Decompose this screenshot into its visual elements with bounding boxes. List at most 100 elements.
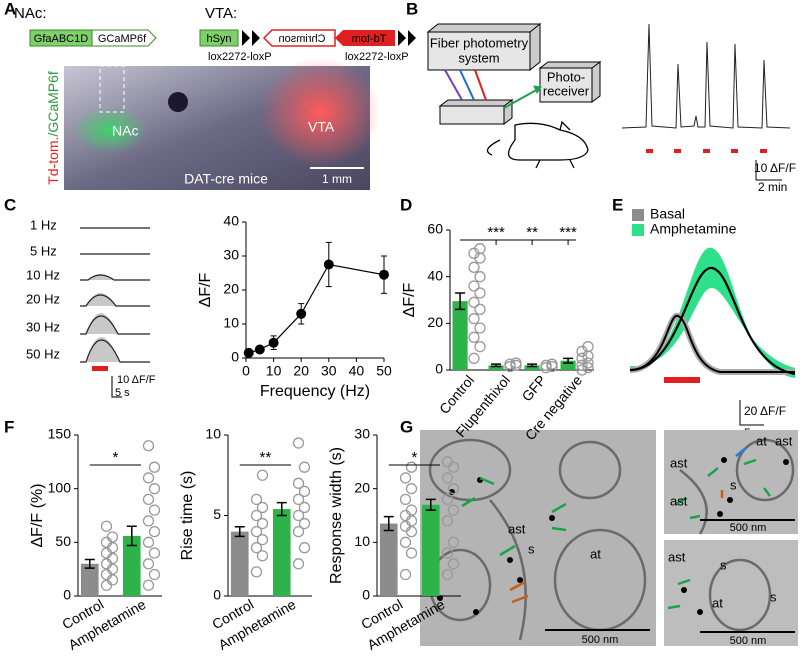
bar bbox=[272, 509, 291, 596]
data-point bbox=[292, 509, 305, 522]
y-tick-label: 100 bbox=[48, 479, 72, 495]
data-point bbox=[298, 501, 311, 514]
data-point bbox=[250, 542, 263, 554]
data-point bbox=[106, 531, 119, 543]
data-point bbox=[405, 483, 418, 495]
data-point bbox=[474, 341, 486, 353]
data-point bbox=[441, 547, 454, 559]
error-bar bbox=[491, 363, 502, 368]
label: 500 nm bbox=[582, 634, 619, 646]
label: ast bbox=[670, 493, 688, 508]
legend-label: Amphetamine bbox=[650, 221, 737, 237]
error-bar bbox=[383, 515, 394, 532]
y-axis-label: Response width (s) bbox=[328, 447, 345, 584]
panel-letter: E bbox=[612, 195, 623, 214]
data-point bbox=[106, 542, 119, 554]
data-point bbox=[148, 568, 161, 581]
gene bbox=[335, 30, 395, 46]
data-point bbox=[256, 550, 269, 562]
bar bbox=[80, 563, 99, 596]
label: VTA: bbox=[205, 5, 237, 22]
x-tick-label: 50 bbox=[376, 363, 392, 379]
bar bbox=[524, 365, 540, 370]
point bbox=[323, 259, 334, 270]
label: s bbox=[770, 589, 777, 604]
y-tick-label: 10 bbox=[354, 533, 370, 549]
data-point bbox=[540, 359, 552, 371]
label: Td-tom bbox=[352, 33, 387, 45]
label: VTA bbox=[308, 119, 335, 135]
data-point bbox=[106, 552, 119, 565]
stain-label: Td-tom./GCaMP6f bbox=[45, 71, 61, 185]
lox bbox=[398, 30, 416, 46]
data-point bbox=[474, 243, 486, 255]
significance: *** bbox=[487, 224, 505, 241]
label: 20 Hz bbox=[26, 291, 60, 306]
data-point bbox=[250, 493, 263, 506]
label: GCaMP6f bbox=[98, 33, 147, 45]
data-point bbox=[474, 303, 486, 315]
data-point bbox=[292, 558, 305, 570]
data-point bbox=[447, 558, 460, 570]
y-tick-label: 60 bbox=[427, 221, 443, 237]
anatomy bbox=[168, 92, 188, 112]
label: NAc: bbox=[14, 5, 47, 22]
data-point bbox=[142, 440, 155, 452]
data-point bbox=[405, 504, 418, 516]
data-point bbox=[148, 483, 161, 495]
panel-b: Fiber photometry system Photo- receiver … bbox=[426, 22, 796, 194]
significance: ** bbox=[526, 224, 538, 241]
point bbox=[268, 337, 279, 348]
data-point bbox=[582, 362, 594, 374]
data-point bbox=[298, 542, 311, 554]
label: ast bbox=[508, 521, 526, 536]
data-point bbox=[510, 357, 522, 369]
data-point bbox=[298, 517, 311, 530]
label: DAT-cre mice bbox=[184, 171, 268, 187]
data-point bbox=[399, 509, 412, 522]
data-point bbox=[468, 261, 480, 273]
y-tick-label: 0 bbox=[213, 587, 221, 603]
label: s bbox=[720, 557, 727, 572]
label: 10 ΔF/F bbox=[754, 161, 796, 175]
label: Fiber photometry bbox=[430, 35, 529, 50]
point bbox=[379, 269, 389, 280]
label: at bbox=[712, 595, 723, 610]
y-tick-label: 10 bbox=[223, 315, 239, 331]
label: lox2272-loxP bbox=[208, 51, 272, 63]
data-point bbox=[142, 558, 155, 570]
label: system bbox=[458, 50, 499, 65]
y-tick-label: 20 bbox=[427, 314, 443, 330]
panel-letter: A bbox=[4, 0, 16, 18]
data-point bbox=[441, 568, 454, 581]
x-axis-label: Frequency (Hz) bbox=[260, 383, 370, 400]
data-point bbox=[468, 280, 480, 292]
data-point bbox=[292, 525, 305, 538]
data-point bbox=[405, 547, 418, 559]
y-axis-label: ΔF/F bbox=[401, 282, 418, 317]
panel-c-traces: 1 Hz 5 Hz 10 Hz 20 Hz 30 Hz 50 Hz 10 ΔF/… bbox=[26, 217, 156, 398]
data-point bbox=[250, 566, 263, 578]
error-bar bbox=[527, 363, 538, 368]
label: 10 Hz bbox=[26, 267, 60, 282]
data-point bbox=[106, 563, 119, 575]
data-point bbox=[474, 271, 486, 283]
error-bar bbox=[234, 526, 245, 538]
label: Td-tom. bbox=[45, 137, 61, 185]
panel-letter: F bbox=[4, 417, 14, 436]
bar bbox=[560, 360, 576, 370]
data-point bbox=[298, 485, 311, 498]
y-tick-label: 30 bbox=[354, 426, 370, 442]
y-tick-label: 50 bbox=[55, 533, 71, 549]
panel-e: Basal Amphetamine 20 ΔF/F 5 s bbox=[629, 206, 796, 440]
x-tick-label: 40 bbox=[349, 363, 365, 379]
label: at bbox=[590, 546, 601, 561]
data-point bbox=[474, 322, 486, 334]
error-bar bbox=[425, 498, 436, 511]
point bbox=[296, 308, 307, 319]
y-axis-label: Rise time (s) bbox=[179, 471, 196, 561]
label: s bbox=[730, 477, 737, 492]
label: 30 Hz bbox=[26, 319, 60, 334]
data-point bbox=[292, 477, 305, 489]
panel-letter: D bbox=[400, 195, 412, 214]
